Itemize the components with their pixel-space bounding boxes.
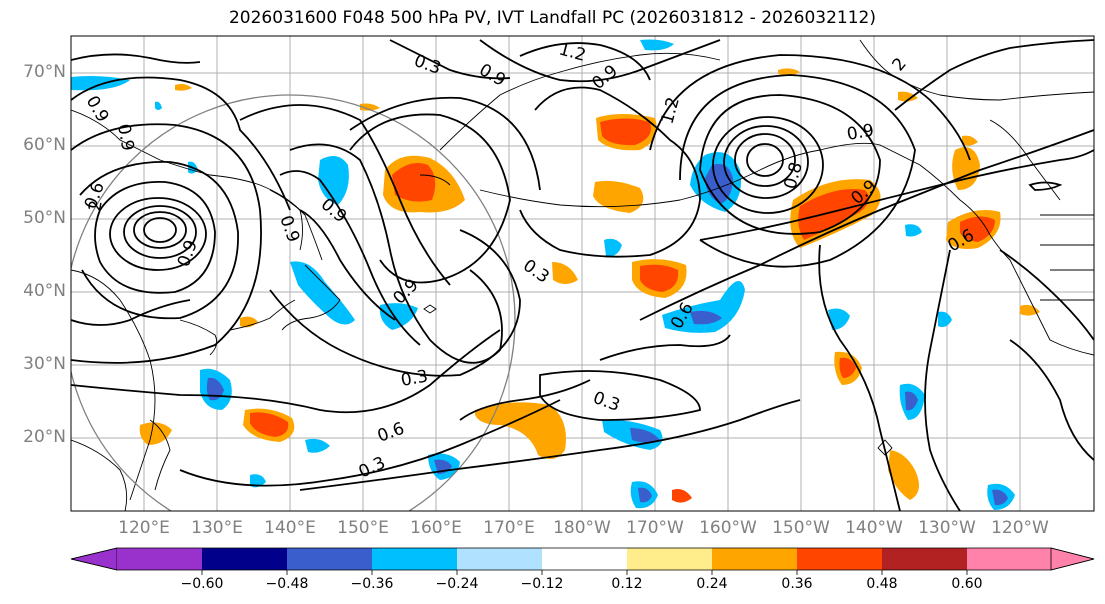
lon-label: 180°W [553,518,611,538]
colorbar-bin [287,548,372,570]
colorbar-bin [457,548,542,570]
contour-label: 0.9 [113,122,137,152]
lat-label: 20°N [23,427,66,447]
colorbar-outline [70,547,1095,571]
contour-label: 0.9 [82,93,113,126]
lon-label: 120°E [118,518,170,538]
lat-label: 70°N [23,62,66,82]
colorbar-bin [372,548,457,570]
lat-label: 40°N [23,281,66,301]
lat-label: 60°N [23,135,66,155]
colorbar-bin [712,548,797,570]
lon-label: 130°W [918,518,976,538]
map-title: 2026031600 F048 500 hPa PV, IVT Landfall… [228,8,876,28]
contour-label: 0.3 [399,367,429,391]
colorbar-tick-label: 0.12 [611,576,643,592]
contour-label: 2 [889,54,911,75]
pv-contours [71,39,1094,511]
lon-label: 150°W [772,518,830,538]
contour-label: 0.3 [411,51,443,79]
colorbar-extend-high [1050,547,1095,571]
contour-label: 0.9 [476,60,509,91]
contour-label: 0.3 [590,388,622,416]
lat-label: 50°N [23,208,66,228]
lon-label: 170°W [626,518,684,538]
contour-label: 0.9 [275,213,303,245]
contour-label: 0.3 [356,453,389,483]
contour-label: 0.9 [845,121,875,145]
lat-label: 30°N [23,354,66,374]
negative-anomaly-fills [71,39,1015,510]
lon-label: 130°E [191,518,243,538]
lon-label: 140°E [264,518,316,538]
colorbar-bin [967,548,1051,570]
lon-label: 120°W [991,518,1049,538]
colorbar-tick-label: −0.24 [435,576,479,592]
contour-label: 0.6 [375,419,407,447]
colorbar-bin [627,548,712,570]
colorbar-bin [882,548,967,570]
colorbar [70,547,1095,575]
map-frame [70,35,1095,512]
contour-label: 0.3 [519,256,553,288]
contour-label: 1.2 [658,95,684,126]
colorbar-tick-label: 0.60 [951,576,983,592]
lon-label: 140°W [845,518,903,538]
colorbar-bin [542,548,627,570]
colorbar-bin [117,548,202,570]
colorbar-tick-label: 0.24 [696,576,728,592]
colorbar-bin [202,548,287,570]
contour-label: 2 [85,199,107,213]
contour-label: 0.9 [317,195,351,228]
colorbar-tick-label: −0.36 [350,576,394,592]
colorbar-bin [797,548,882,570]
colorbar-tick-label: −0.12 [520,576,564,592]
colorbar-tick-label: −0.60 [180,576,224,592]
lon-label: 160°E [410,518,462,538]
lon-label: 170°E [483,518,535,538]
colorbar-extend-low [70,547,118,571]
contour-label: 0.8 [781,160,807,191]
graticule [71,36,1094,511]
positive-anomaly-fills [139,68,1040,503]
lon-label: 160°W [699,518,757,538]
lon-label: 150°E [337,518,389,538]
colorbar-tick-label: 0.36 [781,576,813,592]
range-circle [71,94,516,511]
colorbar-tick-label: 0.48 [866,576,898,592]
colorbar-tick-label: −0.48 [265,576,309,592]
